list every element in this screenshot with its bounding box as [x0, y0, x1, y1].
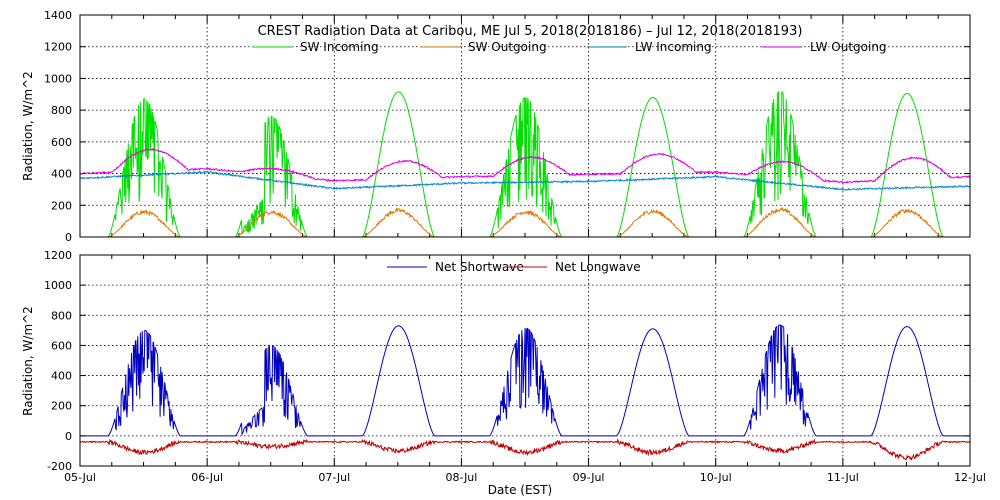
- x-tick-label: 05-Jul: [64, 471, 96, 484]
- y-tick-label: 0: [65, 231, 72, 244]
- x-tick-label: 09-Jul: [573, 471, 605, 484]
- x-tick-label: 12-Jul: [954, 471, 986, 484]
- ylabel-top: Radiation, W/m^2: [21, 71, 35, 181]
- series-line-lw-incoming: [80, 170, 970, 191]
- legend-label: LW Incoming: [635, 40, 712, 54]
- y-tick-label: 1000: [44, 72, 72, 85]
- x-tick-label: 06-Jul: [191, 471, 223, 484]
- x-tick-label: 08-Jul: [445, 471, 477, 484]
- legend-label: SW Incoming: [300, 40, 379, 54]
- series-line-net-shortwave: [80, 324, 970, 437]
- x-tick-label: 11-Jul: [827, 471, 859, 484]
- series-line-sw-outgoing: [80, 206, 970, 237]
- y-tick-label: 1200: [44, 249, 72, 262]
- ylabel-bottom: Radiation, W/m^2: [21, 306, 35, 416]
- plot-frame: [79, 254, 971, 467]
- y-tick-label: 400: [51, 168, 72, 181]
- panel-net: -200 0 200 400 600 800 1000 1200 Net Shortwave Ne…: [44, 249, 971, 473]
- legend-label: Net Shortwave: [435, 260, 524, 274]
- plot-frame: [79, 14, 971, 238]
- y-tick-label: 600: [51, 136, 72, 149]
- xlabel: Date (EST): [488, 483, 552, 497]
- y-tick-label: 1200: [44, 41, 72, 54]
- legend-label: LW Outgoing: [810, 40, 887, 54]
- x-tick-label: 10-Jul: [700, 471, 732, 484]
- legend-label: SW Outgoing: [468, 40, 547, 54]
- y-tick-label: 600: [51, 339, 72, 352]
- y-tick-label: 1400: [44, 9, 72, 22]
- y-tick-label: 800: [51, 104, 72, 117]
- legend-label: Net Longwave: [555, 260, 641, 274]
- y-tick-label: 0: [65, 430, 72, 443]
- x-tick-label: 07-Jul: [318, 471, 350, 484]
- chart-title: CREST Radiation Data at Caribou, ME Jul …: [258, 24, 803, 39]
- y-tick-label: 200: [51, 199, 72, 212]
- y-tick-label: -200: [47, 460, 72, 473]
- panel-components: 0 200 400 600 800 1000 1200 1400 SW Incoming SW O…: [44, 9, 971, 244]
- y-tick-label: 400: [51, 370, 72, 383]
- y-tick-label: 1000: [44, 279, 72, 292]
- y-tick-label: 200: [51, 400, 72, 413]
- series-line-net-longwave: [80, 438, 970, 461]
- y-tick-label: 800: [51, 309, 72, 322]
- series-line-lw-outgoing: [80, 147, 970, 184]
